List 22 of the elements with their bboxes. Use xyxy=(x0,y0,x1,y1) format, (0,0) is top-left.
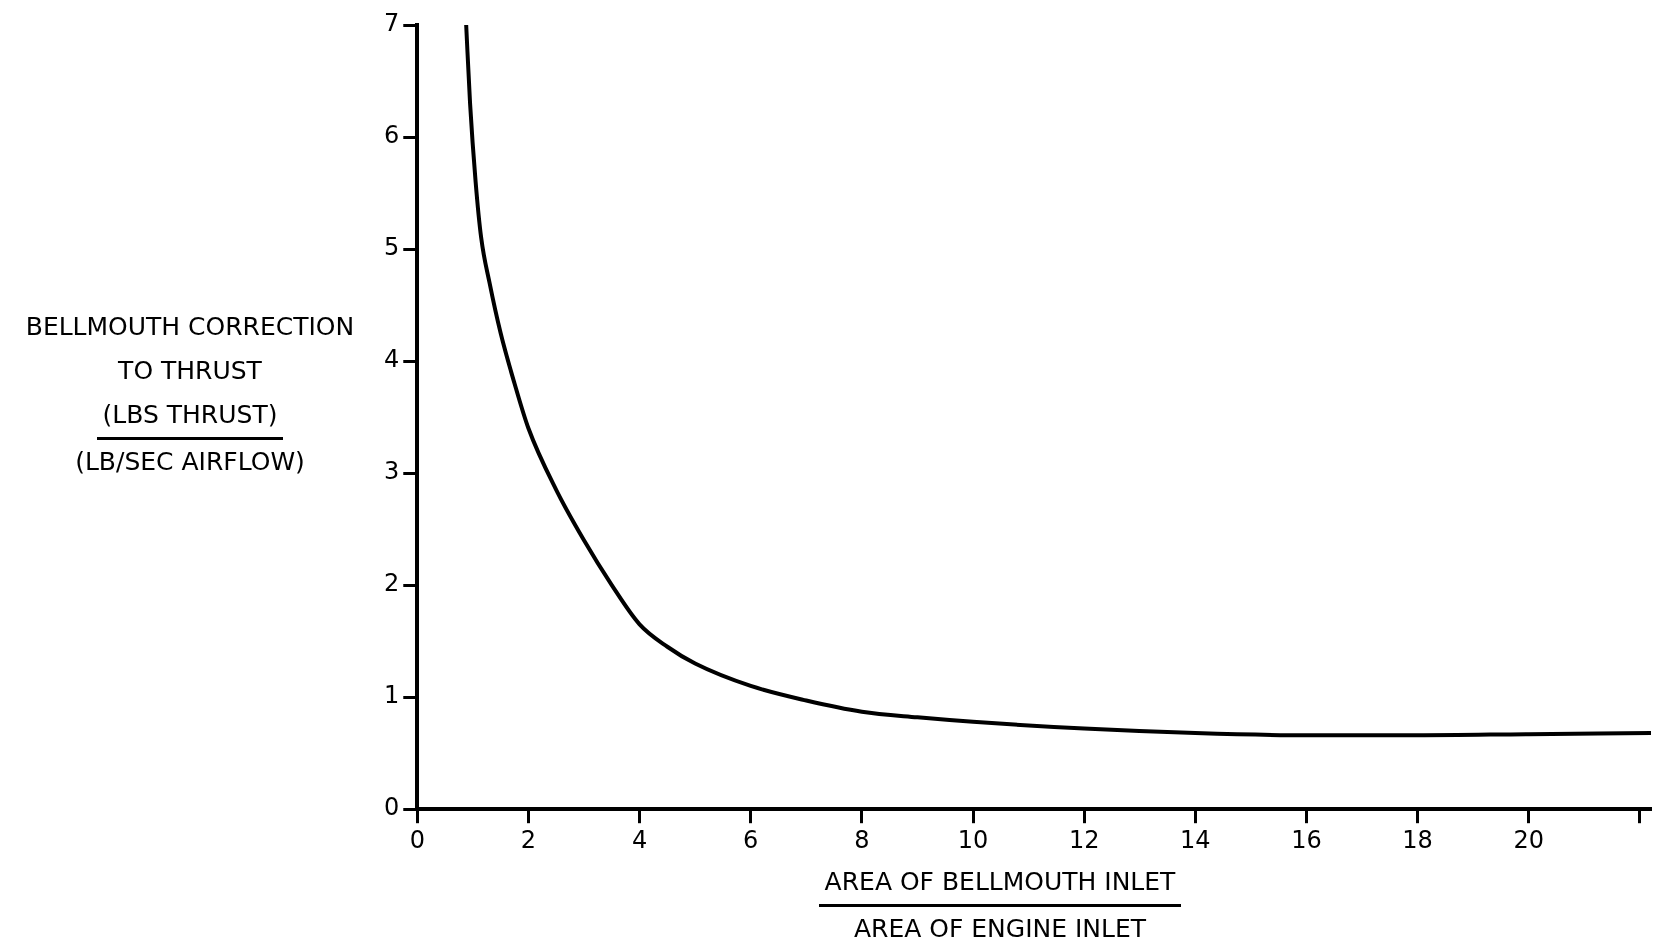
x-tick-label: 10 xyxy=(957,825,989,854)
x-tick-label: 2 xyxy=(520,825,537,854)
x-tick-label: 4 xyxy=(631,825,648,854)
x-tick-label: 16 xyxy=(1291,825,1322,854)
y-axis-title: BELLMOUTH CORRECTION TO THRUST (LBS THRUST) (LB/SEC AIRFLOW) xyxy=(25,312,355,476)
x-tick-label: 18 xyxy=(1402,825,1433,854)
x-tick-label: 0 xyxy=(409,825,425,854)
y-tick-label: 5 xyxy=(383,233,400,262)
x-tick-label: 8 xyxy=(854,825,870,854)
x-axis-title: AREA OF BELLMOUTH INLET AREA OF ENGINE INLET xyxy=(823,866,1177,943)
x-tick-label: 6 xyxy=(743,825,759,854)
x-tick-label: 20 xyxy=(1513,825,1545,854)
y-tick-label: 2 xyxy=(383,569,400,598)
y-tick-label: 1 xyxy=(383,681,400,710)
y-tick-label: 3 xyxy=(383,457,400,486)
y-tick-label: 4 xyxy=(383,345,400,374)
line-series xyxy=(464,25,1651,738)
y-tick-label: 7 xyxy=(383,9,400,38)
x-tick-label: 12 xyxy=(1068,825,1100,854)
x-tick-label: 14 xyxy=(1180,825,1211,854)
y-tick-label: 0 xyxy=(383,793,400,822)
y-tick-label: 6 xyxy=(383,121,400,150)
